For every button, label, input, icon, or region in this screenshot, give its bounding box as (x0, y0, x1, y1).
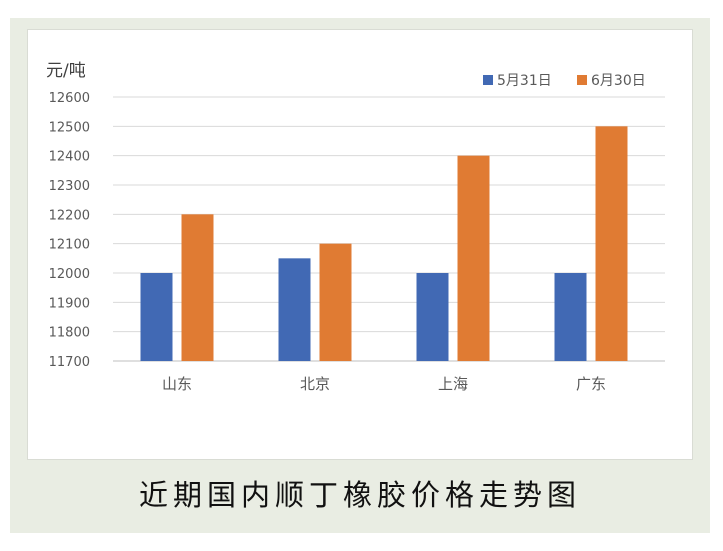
y-tick-label: 12200 (49, 208, 90, 223)
y-tick-label: 12300 (49, 179, 90, 194)
x-tick-label: 山东 (162, 375, 192, 393)
legend-label: 6月30日 (591, 73, 646, 89)
y-axis-label: 元/吨 (46, 61, 86, 81)
chart-frame: 11700 11800 11900 12000 12100 12200 12300 12400… (10, 18, 710, 533)
y-tick-label: 12400 (49, 150, 90, 165)
y-tick-label: 12100 (49, 238, 90, 253)
bar-2-3 (457, 155, 490, 361)
bar-1-3 (416, 273, 449, 361)
x-axis-ticks: 山东 北京 上海 广东 (162, 375, 606, 393)
x-tick-label: 北京 (300, 375, 330, 393)
y-tick-label: 11900 (49, 296, 90, 311)
y-tick-label: 12000 (49, 267, 90, 282)
legend-swatch (577, 75, 587, 85)
chart-caption: 近期国内顺丁橡胶价格走势图 (138, 478, 581, 512)
x-tick-label: 广东 (576, 375, 606, 393)
bar-2-4 (595, 126, 628, 361)
chart-panel: 11700 11800 11900 12000 12100 12200 12300 12400… (27, 29, 693, 460)
bar-chart: 11700 11800 11900 12000 12100 12200 12300 12400… (46, 61, 665, 393)
y-tick-label: 12500 (49, 120, 90, 135)
bars (140, 126, 628, 361)
legend-swatch (483, 75, 493, 85)
y-tick-label: 11800 (49, 326, 90, 341)
legend-label: 5月31日 (497, 73, 552, 89)
y-tick-label: 12600 (49, 91, 90, 106)
x-tick-label: 上海 (438, 375, 468, 393)
y-tick-label: 11700 (49, 355, 90, 370)
legend: 5月31日 6月30日 (483, 73, 646, 89)
bar-2-1 (181, 214, 214, 361)
bar-1-4 (554, 273, 587, 361)
y-axis-ticks: 11700 11800 11900 12000 12100 12200 12300 12400… (49, 91, 90, 370)
bar-2-2 (319, 243, 352, 361)
bar-1-2 (278, 258, 311, 361)
bar-1-1 (140, 273, 173, 361)
